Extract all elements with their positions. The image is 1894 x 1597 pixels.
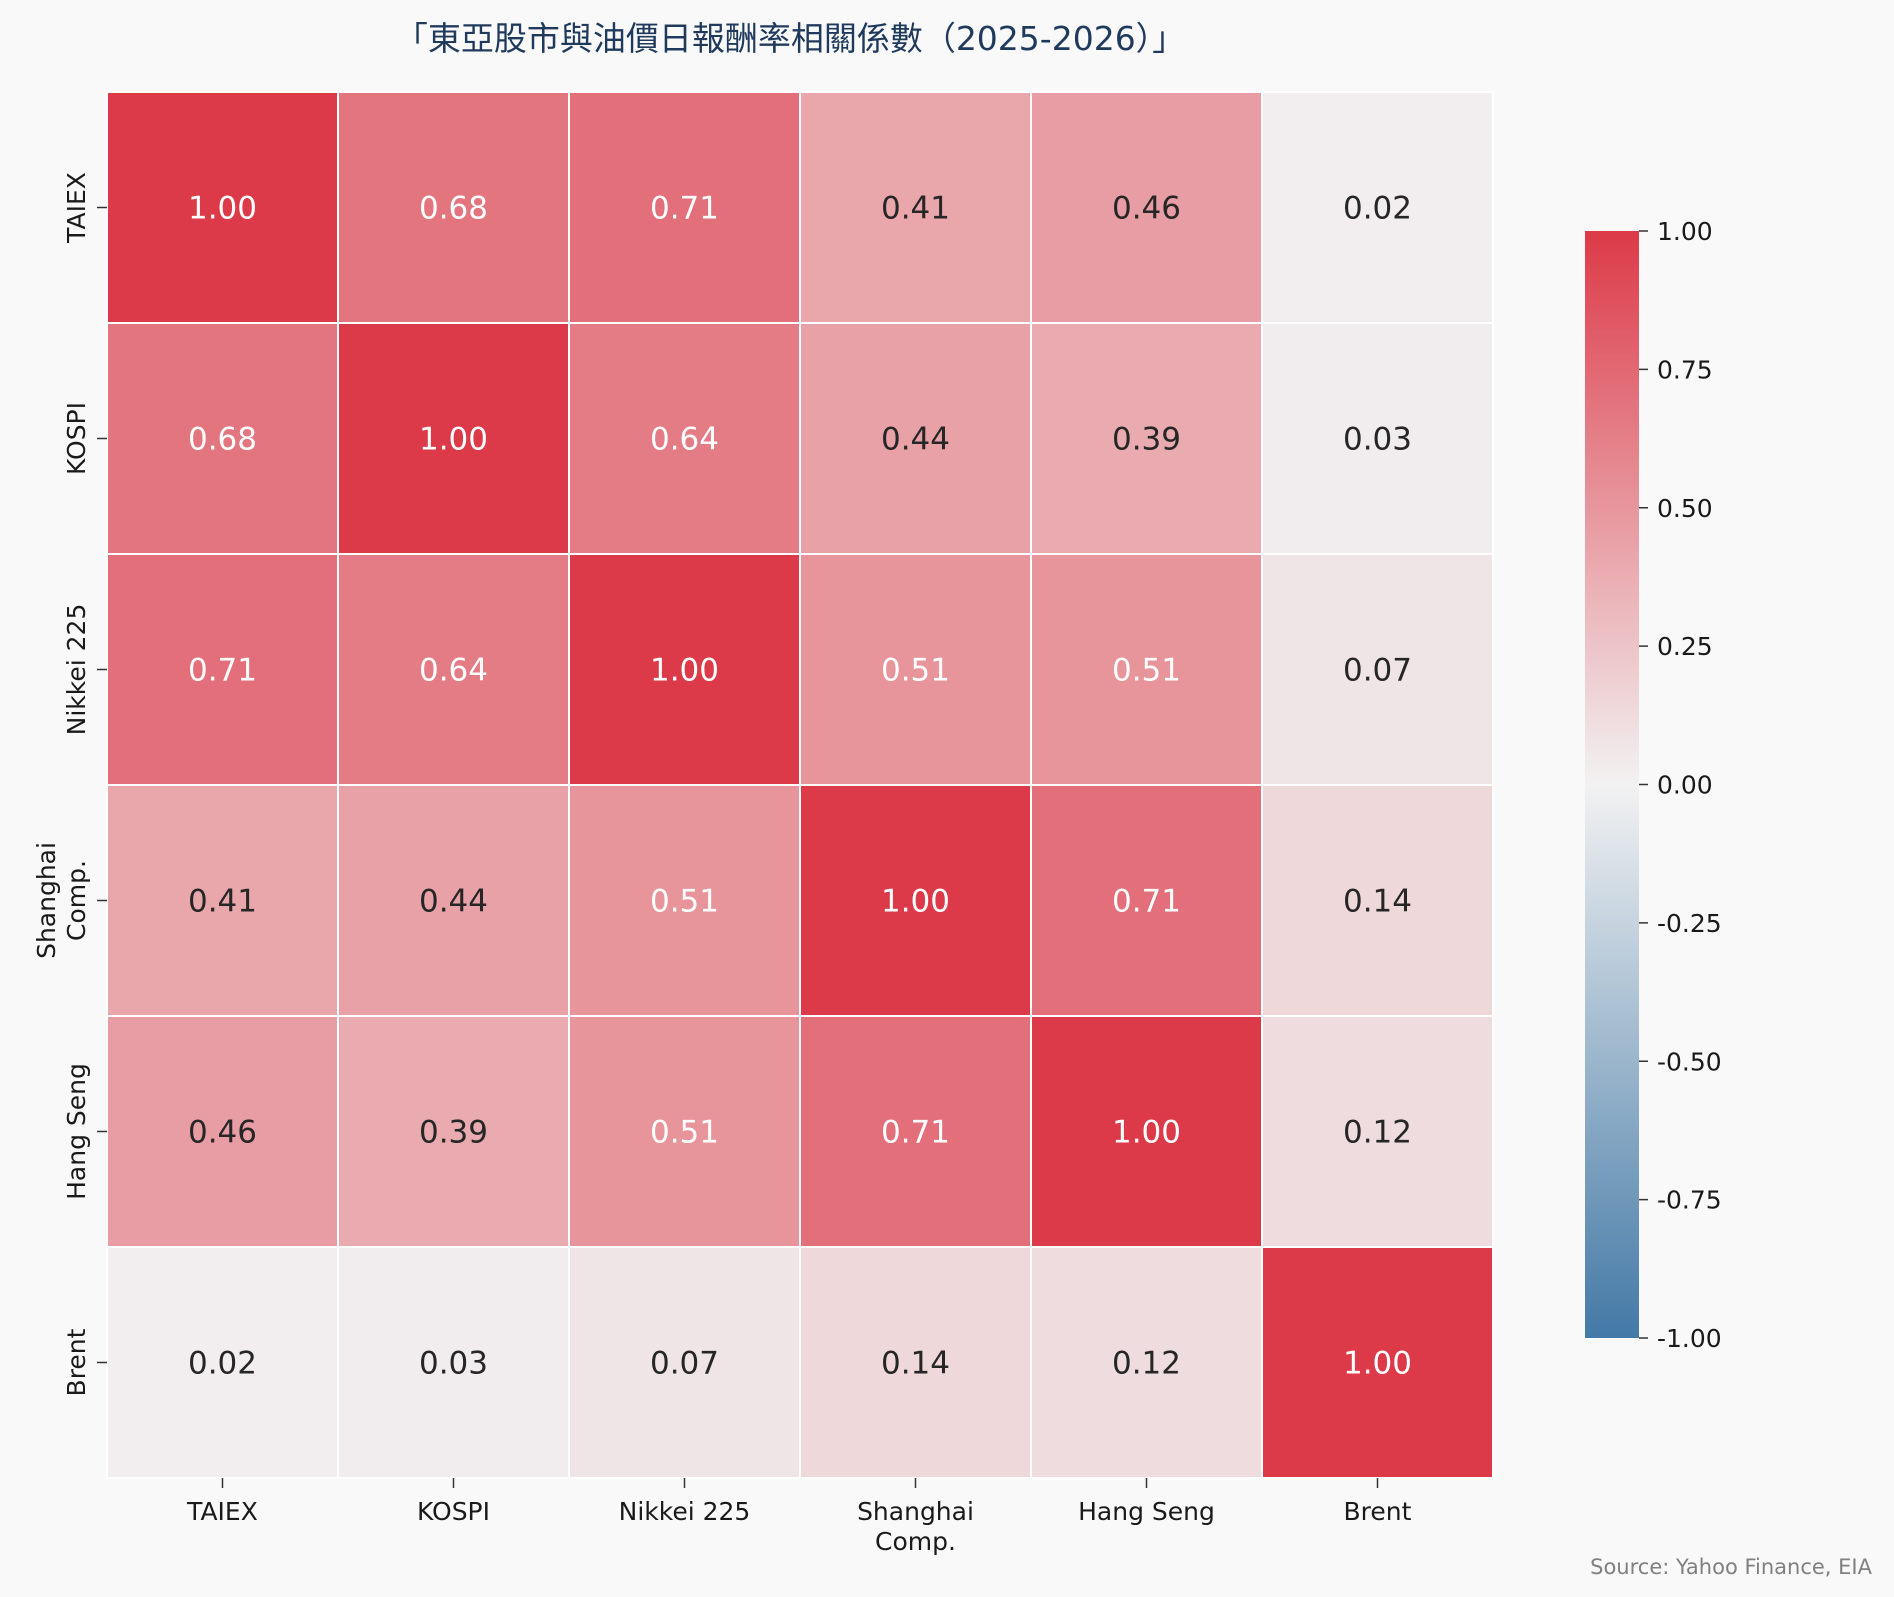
heatmap-cell xyxy=(1030,784,1263,1017)
heatmap-cell xyxy=(1261,553,1494,786)
source-note: Source: Yahoo Finance, EIA xyxy=(1590,1555,1873,1579)
colorbar-tick-label: -0.50 xyxy=(1657,1047,1722,1076)
heatmap-cell xyxy=(106,553,339,786)
colorbar-ticks: 1.00 0.75 0.50 0.25 0.00 -0.25 -0.50 -0.75 -1.00 xyxy=(1639,217,1722,1353)
colorbar-tick-label: -0.25 xyxy=(1657,909,1722,938)
cell-value-label: 0.46 xyxy=(188,1115,257,1151)
cell-value-label: 0.07 xyxy=(650,1346,719,1382)
cell-value-label: 0.68 xyxy=(419,191,488,227)
heatmap-cell xyxy=(568,784,801,1017)
cell-value-label: 0.14 xyxy=(881,1346,950,1382)
heatmap-cell xyxy=(799,91,1032,324)
cell-value-label: 0.07 xyxy=(1343,653,1412,689)
row-tick-label: Brent xyxy=(62,1328,91,1396)
heatmap-cell xyxy=(337,91,570,324)
colorbar-tick-label: 0.00 xyxy=(1657,771,1713,800)
cell-value-label: 1.00 xyxy=(650,653,719,689)
row-tick-label: ShanghaiComp. xyxy=(32,842,91,959)
heatmap-cell xyxy=(1261,1015,1494,1248)
heatmap-cell xyxy=(568,91,801,324)
heatmap-cell xyxy=(106,784,339,1017)
heatmap-cell xyxy=(337,553,570,786)
cell-value-label: 0.51 xyxy=(881,653,950,689)
cell-value-label: 0.68 xyxy=(188,422,257,458)
cell-value-label: 0.71 xyxy=(1112,884,1181,920)
cell-value-label: 0.02 xyxy=(188,1346,257,1382)
row-tick-label: TAIEX xyxy=(62,172,91,244)
cell-value-label: 1.00 xyxy=(1343,1346,1412,1382)
heatmap-cell xyxy=(799,322,1032,555)
cell-value-label: 0.03 xyxy=(419,1346,488,1382)
cell-value-label: 0.51 xyxy=(650,884,719,920)
cell-value-label: 0.03 xyxy=(1343,422,1412,458)
row-tick-label: KOSPI xyxy=(62,402,91,475)
heatmap-cell xyxy=(1261,322,1494,555)
colorbar-tick-label: 0.75 xyxy=(1657,355,1713,384)
cell-value-label: 1.00 xyxy=(1112,1115,1181,1151)
cell-value-label: 0.14 xyxy=(1343,884,1412,920)
heatmap-cell xyxy=(337,784,570,1017)
heatmap-cell xyxy=(1030,91,1263,324)
heatmap-cell xyxy=(1030,1246,1263,1479)
cell-value-label: 0.41 xyxy=(881,191,950,227)
column-tick-label: Hang Seng xyxy=(1078,1497,1215,1526)
column-tick-label: Shanghai Comp. xyxy=(857,1497,974,1556)
heatmap-cell xyxy=(106,1246,339,1479)
heatmap-cell xyxy=(568,1015,801,1248)
heatmap-cell xyxy=(1261,91,1494,324)
cell-value-label: 1.00 xyxy=(188,191,257,227)
heatmap-cell xyxy=(799,784,1032,1017)
heatmap-cell xyxy=(106,1015,339,1248)
colorbar-tick-label: 0.50 xyxy=(1657,494,1713,523)
cell-value-label: 0.44 xyxy=(881,422,950,458)
cell-value-label: 1.00 xyxy=(419,422,488,458)
column-tick-label: TAIEX xyxy=(186,1497,258,1526)
cell-value-label: 0.41 xyxy=(188,884,257,920)
heatmap-cell xyxy=(1261,1246,1494,1479)
colorbar-tick-label: 1.00 xyxy=(1657,217,1713,246)
cell-value-label: 0.39 xyxy=(1112,422,1181,458)
chart-title: 「東亞股市與油價日報酬率相關係數（2025-2026）」 xyxy=(395,19,1185,58)
row-tick-label: Hang Seng xyxy=(62,1063,91,1200)
cell-value-label: 0.51 xyxy=(1112,653,1181,689)
heatmap-cell xyxy=(568,553,801,786)
cell-value-label: 0.12 xyxy=(1112,1346,1181,1382)
heatmap-cell-labels: 1.00 0.68 0.71 0.41 0.46 0.02 0.68 1.00 0.64 0.44… xyxy=(188,191,1412,1382)
cell-value-label: 0.71 xyxy=(188,653,257,689)
column-tick-label: Brent xyxy=(1344,1497,1412,1526)
row-tick-labels: TAIEX KOSPI Nikkei 225 ShanghaiComp. Hang Se… xyxy=(32,172,107,1396)
heatmap-cell xyxy=(1030,553,1263,786)
column-tick-label: KOSPI xyxy=(417,1497,490,1526)
heatmap-cell xyxy=(1030,1015,1263,1248)
cell-value-label: 0.71 xyxy=(881,1115,950,1151)
cell-value-label: 0.44 xyxy=(419,884,488,920)
cell-value-label: 0.39 xyxy=(419,1115,488,1151)
heatmap-cell xyxy=(1261,784,1494,1017)
cell-value-label: 0.71 xyxy=(650,191,719,227)
column-tick-labels: TAIEX KOSPI Nikkei 225 Shanghai Comp. Hang Se… xyxy=(186,1478,1412,1556)
cell-value-label: 0.02 xyxy=(1343,191,1412,227)
row-tick-label: Nikkei 225 xyxy=(62,604,91,736)
heatmap-cell xyxy=(106,91,339,324)
cell-value-label: 0.46 xyxy=(1112,191,1181,227)
cell-value-label: 1.00 xyxy=(881,884,950,920)
colorbar xyxy=(1585,231,1639,1338)
heatmap-cell xyxy=(337,322,570,555)
heatmap-cells xyxy=(106,91,1494,1479)
cell-value-label: 0.12 xyxy=(1343,1115,1412,1151)
cell-value-label: 0.64 xyxy=(650,422,719,458)
column-tick-label: Nikkei 225 xyxy=(619,1497,751,1526)
colorbar-tick-label: -1.00 xyxy=(1657,1324,1722,1353)
colorbar-tick-label: -0.75 xyxy=(1657,1186,1722,1215)
cell-value-label: 0.51 xyxy=(650,1115,719,1151)
heatmap-cell xyxy=(799,1015,1032,1248)
colorbar-tick-label: 0.25 xyxy=(1657,632,1713,661)
cell-value-label: 0.64 xyxy=(419,653,488,689)
heatmap-cell xyxy=(799,553,1032,786)
